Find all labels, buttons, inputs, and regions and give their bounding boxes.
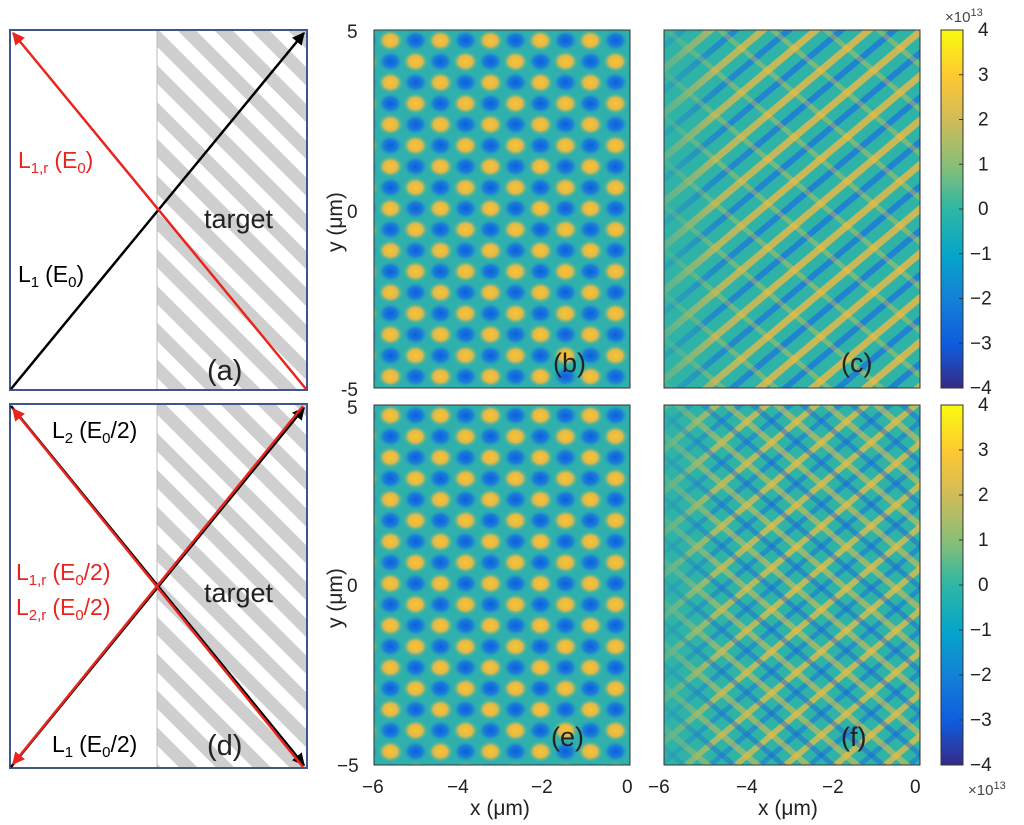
y-axis-label-top: y (μm) (324, 192, 347, 252)
colorbar-bottom-tick-label: 1 (978, 530, 989, 551)
panel-b: (b) (373, 29, 631, 389)
y-tick-bottom-5: 5 (347, 398, 358, 419)
y-axis-top: 5 0 -5 y (μm) (324, 22, 358, 401)
panel-f: (f) (663, 404, 921, 766)
y-tick-top-m5: -5 (341, 380, 358, 401)
label-L2r-d: L2,r (E0/2) (16, 594, 111, 624)
panel-c: (c) (663, 29, 921, 389)
colorbar-bottom-tick-label: 2 (978, 485, 989, 506)
colorbar-top-tick-label: 4 (978, 20, 989, 41)
x-axis-label-right: x (μm) (758, 797, 818, 820)
x-tick-left-0: 0 (622, 777, 633, 798)
beam-L1r-d (12, 408, 304, 768)
x-tick-left-m6: −6 (362, 777, 384, 798)
label-L1-a: L1 (E0) (18, 261, 84, 291)
field-map-b (374, 30, 630, 388)
label-L1r-a: L1,r (E0) (18, 147, 93, 177)
colorbar-top-tick-label: −3 (970, 333, 992, 354)
x-tick-right-m2: −2 (822, 777, 844, 798)
beam-L2r-d (12, 405, 304, 765)
field-map-e (374, 405, 630, 765)
colorbar-bottom-tick-label: −2 (970, 665, 992, 686)
colorbar-top-tick-label: −1 (970, 244, 992, 265)
colorbar-bottom-tick-label: 0 (978, 575, 989, 596)
label-L2-d: L2 (E0/2) (52, 417, 137, 447)
x-tick-right-0: 0 (910, 777, 921, 798)
x-axis-right: −6 −4 −2 0 x (μm) (648, 777, 921, 820)
label-L1-d: L1 (E0/2) (52, 731, 137, 761)
x-axis-left: −6 −4 −2 0 x (μm) (362, 777, 633, 820)
x-tick-left-m2: −2 (531, 777, 553, 798)
label-L1r-d: L1,r (E0/2) (16, 559, 111, 589)
tag-c: (c) (841, 348, 872, 378)
x-tick-right-m6: −6 (648, 777, 670, 798)
tag-f: (f) (841, 722, 866, 752)
colorbar-top-tick-label: 2 (978, 110, 989, 131)
y-axis-label-bottom: y (μm) (324, 568, 347, 628)
tag-a: (a) (207, 355, 242, 387)
colorbar-top: 4 3 2 1 0 −1 −2 −3 −4 ×1013 (940, 7, 992, 399)
x-tick-left-m4: −4 (447, 777, 469, 798)
colorbar-bottom-tick-label: 3 (978, 440, 989, 461)
colorbar-top-tick-label: 3 (978, 65, 989, 86)
frame-d (9, 403, 308, 769)
colorbar-bottom-exponent: ×1013 (968, 780, 1006, 799)
tag-b: (b) (553, 348, 586, 378)
y-axis-bottom: 5 0 −5 y (μm) (324, 398, 359, 777)
colorbar-bottom: 4 3 2 1 0 −1 −2 −3 −4 ×1013 (940, 395, 1006, 799)
colorbar-top-tick-label: 1 (978, 154, 989, 175)
beam-L1-a (10, 32, 305, 390)
colorbar-bottom-tick-label: 4 (978, 395, 989, 416)
target-label-d: target (204, 578, 274, 608)
y-tick-top-0: 0 (347, 202, 358, 223)
colorbar-top-tick-label: −2 (970, 289, 992, 310)
tag-e: (e) (551, 722, 584, 752)
frame-a (9, 29, 308, 391)
target-region-a (157, 30, 307, 390)
x-axis-label-left: x (μm) (470, 797, 530, 820)
panel-d: target (d) L2 (E0/2) L1,r (E0/2) L2,r (E0/2… (9, 403, 308, 769)
colorbar-top-tick-label: 0 (978, 199, 989, 220)
colorbar-top-exponent: ×1013 (945, 7, 983, 26)
colorbar-bottom-tick-label: −4 (970, 755, 992, 776)
colorbar-top-tick-label: −4 (970, 378, 992, 399)
panel-e: (e) (373, 404, 631, 766)
target-region-d (157, 404, 307, 768)
x-tick-right-m4: −4 (736, 777, 758, 798)
tag-d: (d) (207, 730, 242, 762)
y-tick-bottom-m5: −5 (337, 756, 359, 777)
y-tick-top-5: 5 (347, 22, 358, 43)
target-label-a: target (204, 204, 274, 234)
beam-L1r-a (12, 32, 307, 390)
y-tick-bottom-0: 0 (347, 576, 358, 597)
colorbar-bottom-tick-label: −3 (970, 710, 992, 731)
panel-a: target (a) L1,r (E0) L1 (E0) (9, 29, 308, 391)
colorbar-bottom-tick-label: −1 (970, 620, 992, 641)
